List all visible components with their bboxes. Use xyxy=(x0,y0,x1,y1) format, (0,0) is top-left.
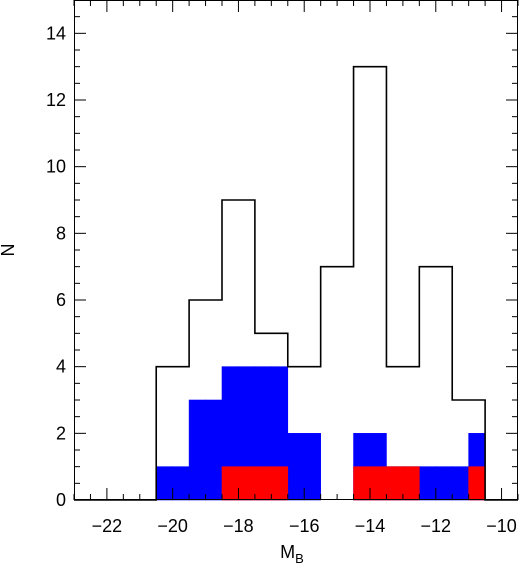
y-tick-label: 8 xyxy=(56,223,66,243)
y-tick-label: 0 xyxy=(56,490,66,510)
red-bar xyxy=(386,466,404,501)
x-tick-label: −14 xyxy=(355,516,386,536)
blue-bar xyxy=(287,433,305,501)
x-tick-label: −20 xyxy=(157,516,188,536)
blue-bar xyxy=(205,399,223,501)
x-axis-title-subscript: B xyxy=(295,551,304,566)
x-tick-label: −18 xyxy=(223,516,254,536)
blue-bar xyxy=(188,399,206,501)
blue-bar xyxy=(435,466,453,501)
red-bar xyxy=(238,466,256,501)
y-tick-label: 2 xyxy=(56,423,66,443)
x-tick-label: −12 xyxy=(421,516,452,536)
red-bar xyxy=(369,466,387,501)
blue-bar xyxy=(419,466,437,501)
x-axis-ticks: −22 −20 −18 −16 −14 −12 −10 xyxy=(73,0,519,536)
blue-bar xyxy=(451,466,469,501)
red-bar xyxy=(254,466,272,501)
blue-series-layer xyxy=(155,366,486,501)
blue-bar xyxy=(155,466,173,501)
x-tick-label: −22 xyxy=(92,516,123,536)
x-tick-label: −16 xyxy=(289,516,320,536)
y-tick-label: 4 xyxy=(56,357,66,377)
outline-histogram-line xyxy=(74,65,518,501)
red-bar xyxy=(402,466,420,501)
blue-bar xyxy=(303,433,321,501)
blue-bar xyxy=(172,466,190,501)
x-tick-label: −10 xyxy=(486,516,517,536)
y-tick-label: 10 xyxy=(46,157,66,177)
y-tick-label: 14 xyxy=(46,23,66,43)
red-bar xyxy=(221,466,239,501)
y-axis-title: N xyxy=(0,244,18,257)
red-bar xyxy=(468,466,486,501)
y-tick-label: 6 xyxy=(56,290,66,310)
outline-series-layer xyxy=(74,65,518,501)
x-axis-title-main: M xyxy=(280,542,295,562)
red-bar xyxy=(353,466,371,501)
y-axis-ticks: 0 2 4 6 8 10 12 14 xyxy=(46,0,518,510)
x-axis-title: MB xyxy=(280,542,304,566)
plot-frame xyxy=(74,0,518,500)
y-tick-label: 12 xyxy=(46,90,66,110)
red-bar xyxy=(271,466,289,501)
